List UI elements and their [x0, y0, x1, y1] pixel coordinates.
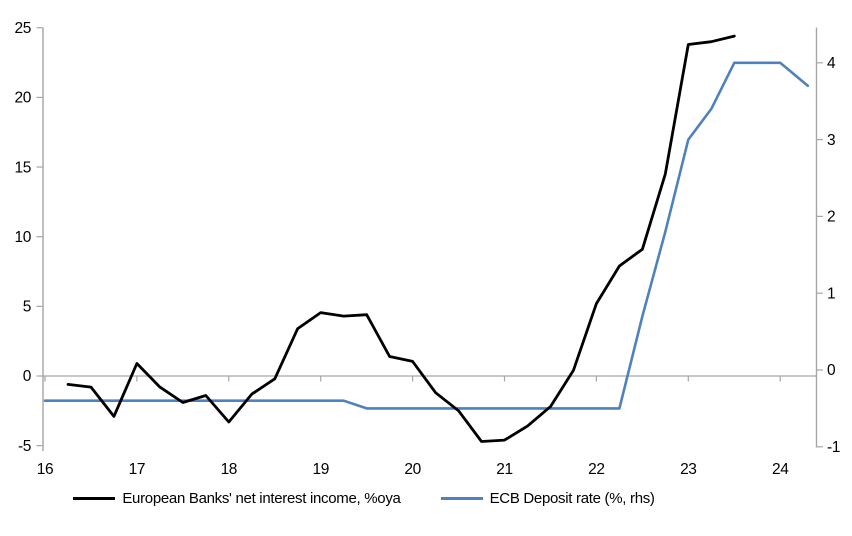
- x-axis-label: 19: [312, 461, 328, 478]
- right-axis-label: 2: [827, 209, 835, 226]
- nii-line: [66, 34, 736, 443]
- ecb-line: [43, 61, 810, 410]
- left-axis-label: 5: [23, 299, 31, 316]
- right-axis-label: 3: [827, 132, 835, 149]
- x-axis-label: 23: [680, 461, 696, 478]
- x-axis-label: 18: [221, 461, 237, 478]
- left-axis-label: 0: [23, 368, 32, 385]
- ecb-line-swatch: [440, 497, 483, 500]
- left-axis-label: 15: [15, 159, 31, 176]
- left-axis-label: 10: [15, 229, 32, 246]
- x-axis-label: 20: [404, 461, 421, 478]
- legend-item-ecb: ECB Deposit rate (%, rhs): [440, 490, 655, 507]
- legend-item-nii: European Banks' net interest income, %oy…: [73, 490, 401, 507]
- right-axis-label: -1: [827, 439, 840, 456]
- x-axis-label: 24: [772, 461, 789, 478]
- right-axis-label: 0: [827, 362, 836, 379]
- left-axis-label: 25: [15, 20, 31, 37]
- nii-line-swatch: [73, 497, 116, 500]
- left-axis-label: 20: [15, 90, 32, 107]
- legend-label-nii: European Banks' net interest income, %oy…: [122, 490, 401, 507]
- left-axis-label: -5: [18, 438, 31, 455]
- chart-legend: European Banks' net interest income, %oy…: [0, 490, 790, 507]
- x-axis-label: 16: [37, 461, 53, 478]
- x-axis-label: 21: [496, 461, 512, 478]
- right-axis-label: 1: [827, 285, 835, 302]
- legend-label-ecb: ECB Deposit rate (%, rhs): [489, 490, 655, 507]
- x-axis-label: 22: [588, 461, 604, 478]
- x-axis-label: 17: [129, 461, 145, 478]
- right-axis-label: 4: [827, 55, 836, 72]
